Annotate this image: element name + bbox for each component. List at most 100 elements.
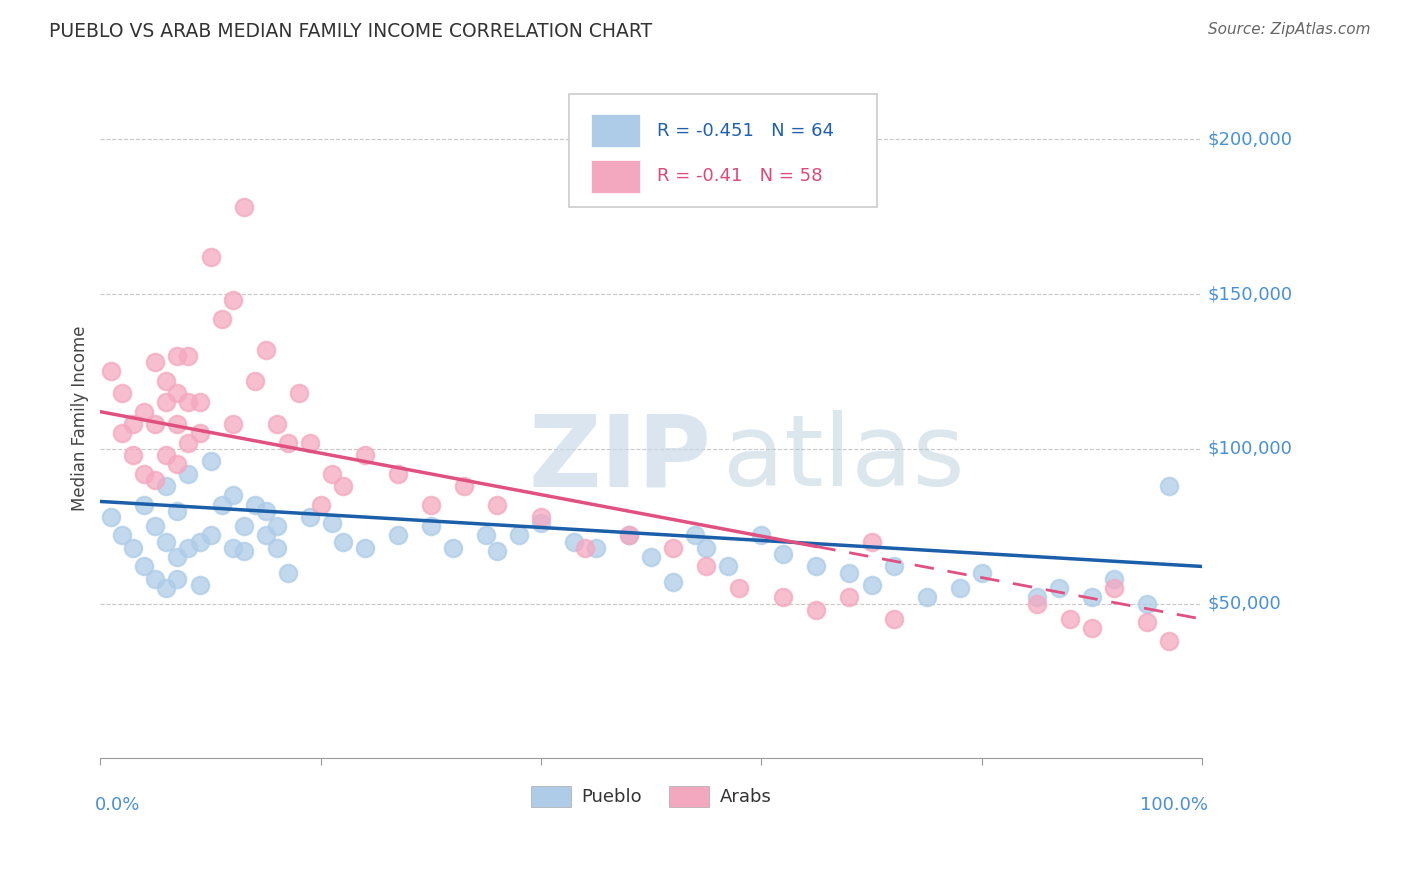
Point [860, 534, 883, 549]
Point [254, 343, 277, 357]
Point [266, 519, 288, 533]
Point [266, 417, 288, 431]
Point [695, 541, 717, 555]
Point [122, 541, 145, 555]
Point [111, 426, 134, 441]
Point [243, 374, 266, 388]
Point [353, 541, 375, 555]
Point [277, 566, 299, 580]
Point [772, 547, 794, 561]
Point [1136, 597, 1159, 611]
Point [574, 541, 596, 555]
Text: $150,000: $150,000 [1208, 285, 1292, 303]
FancyBboxPatch shape [568, 95, 877, 207]
Point [155, 395, 177, 409]
Point [298, 510, 321, 524]
Point [134, 467, 156, 481]
Point [155, 479, 177, 493]
Text: PUEBLO VS ARAB MEDIAN FAMILY INCOME CORRELATION CHART: PUEBLO VS ARAB MEDIAN FAMILY INCOME CORR… [49, 22, 652, 41]
Point [441, 541, 464, 555]
Point [166, 386, 188, 401]
Point [166, 349, 188, 363]
Bar [591, 160, 640, 193]
Point [232, 201, 254, 215]
Text: Source: ZipAtlas.com: Source: ZipAtlas.com [1208, 22, 1371, 37]
Point [177, 435, 200, 450]
Point [485, 544, 508, 558]
Text: atlas: atlas [723, 410, 965, 508]
Point [221, 488, 243, 502]
Point [321, 467, 343, 481]
Point [166, 572, 188, 586]
Point [530, 516, 553, 530]
Point [1059, 612, 1081, 626]
Point [298, 435, 321, 450]
Point [419, 498, 441, 512]
Point [100, 364, 122, 378]
Point [188, 395, 211, 409]
Point [155, 448, 177, 462]
Point [1025, 591, 1047, 605]
Point [177, 467, 200, 481]
Point [662, 541, 685, 555]
Point [145, 417, 167, 431]
Point [155, 534, 177, 549]
Point [100, 510, 122, 524]
Point [221, 417, 243, 431]
Point [970, 566, 993, 580]
Text: R = -0.41   N = 58: R = -0.41 N = 58 [657, 167, 823, 186]
Point [287, 386, 309, 401]
Point [221, 293, 243, 308]
Y-axis label: Median Family Income: Median Family Income [72, 326, 89, 510]
Point [134, 405, 156, 419]
Point [155, 581, 177, 595]
Point [211, 311, 233, 326]
Point [111, 528, 134, 542]
Point [1081, 621, 1104, 635]
Point [332, 479, 354, 493]
Point [1025, 597, 1047, 611]
Point [145, 572, 167, 586]
Point [266, 541, 288, 555]
Point [1102, 581, 1125, 595]
Point [387, 528, 409, 542]
Point [188, 578, 211, 592]
Bar [591, 114, 640, 147]
Point [806, 603, 828, 617]
Point [585, 541, 607, 555]
Point [243, 498, 266, 512]
Point [277, 435, 299, 450]
Point [177, 395, 200, 409]
Point [1157, 479, 1180, 493]
Point [728, 581, 751, 595]
Point [453, 479, 475, 493]
Point [177, 349, 200, 363]
Point [915, 591, 938, 605]
Point [860, 578, 883, 592]
Point [166, 504, 188, 518]
Point [475, 528, 498, 542]
Point [254, 504, 277, 518]
Point [188, 534, 211, 549]
Point [309, 498, 332, 512]
Point [188, 426, 211, 441]
Point [749, 528, 772, 542]
Point [145, 473, 167, 487]
Point [419, 519, 441, 533]
Point [232, 519, 254, 533]
Point [617, 528, 640, 542]
Point [1157, 633, 1180, 648]
Point [145, 519, 167, 533]
Text: $100,000: $100,000 [1208, 440, 1292, 458]
Point [387, 467, 409, 481]
Point [122, 417, 145, 431]
Point [1102, 572, 1125, 586]
Point [683, 528, 706, 542]
Point [155, 374, 177, 388]
Point [1047, 581, 1070, 595]
Point [166, 417, 188, 431]
Point [617, 528, 640, 542]
Point [122, 448, 145, 462]
Point [640, 550, 662, 565]
Legend: Pueblo, Arabs: Pueblo, Arabs [523, 779, 779, 814]
